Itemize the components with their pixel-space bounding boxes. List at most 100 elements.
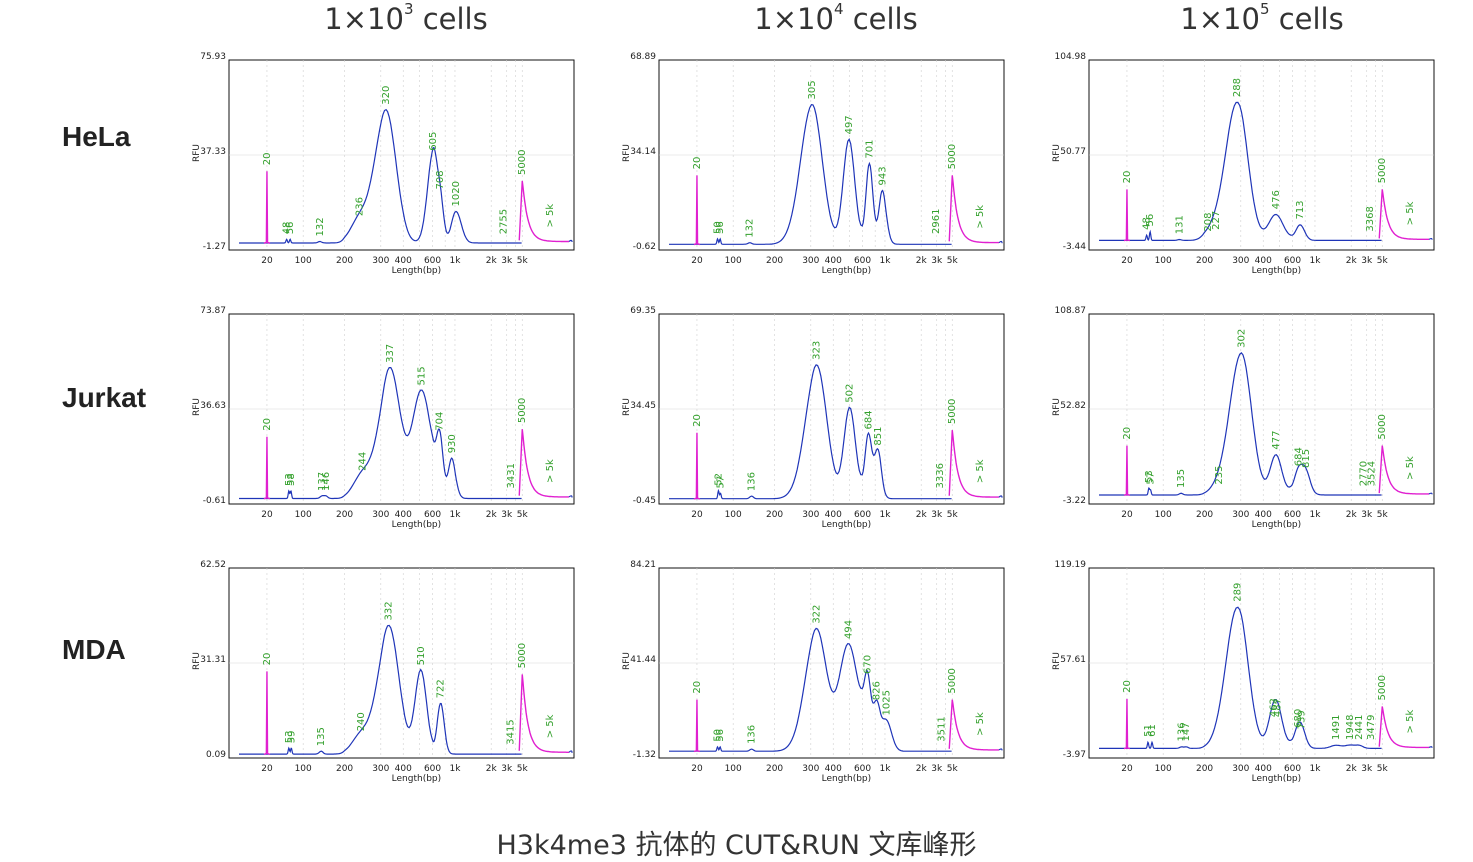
- peak-label: 684: [1293, 447, 1304, 466]
- x-tick-label: 5k: [947, 510, 959, 520]
- y-tick-label: 69.35: [630, 306, 656, 316]
- peak-label: 56: [1145, 214, 1156, 227]
- x-tick-label: 200: [766, 764, 783, 774]
- lower-marker-peak: [693, 175, 701, 246]
- y-tick-label: -1.27: [203, 242, 226, 252]
- x-tick-label: 600: [424, 764, 441, 774]
- x-tick-label: 400: [395, 256, 412, 266]
- peak-label: 136: [1177, 722, 1188, 741]
- x-tick-label: 200: [336, 256, 353, 266]
- x-tick-label: 20: [1121, 510, 1133, 520]
- x-tick-label: 5k: [1377, 764, 1389, 774]
- peak-label: 739: [1297, 710, 1308, 729]
- peak-label: 2441: [1354, 714, 1365, 739]
- x-tick-label: 20: [261, 510, 273, 520]
- x-tick-label: 300: [372, 256, 389, 266]
- x-tick-label: 2k: [486, 256, 498, 266]
- lower-marker-peak: [693, 432, 701, 500]
- peak-label: 132: [745, 219, 756, 238]
- peak-label: 135: [316, 727, 327, 746]
- x-tick-label: 1k: [1309, 510, 1321, 520]
- x-tick-label: 300: [802, 510, 819, 520]
- peak-label: 56: [715, 729, 726, 742]
- x-tick-label: 100: [295, 764, 312, 774]
- peak-label: > 5k: [975, 712, 986, 736]
- y-tick-label: 34.14: [630, 147, 656, 157]
- x-tick-label: 600: [1284, 764, 1301, 774]
- peak-label: > 5k: [975, 205, 986, 229]
- x-axis-title: Length(bp): [392, 520, 442, 530]
- x-tick-label: 2k: [916, 510, 928, 520]
- blue-trace-tail: [998, 748, 1003, 751]
- y-axis-title: RFU: [192, 144, 202, 162]
- x-tick-label: 5k: [1377, 256, 1389, 266]
- peak-label: > 5k: [1405, 456, 1416, 480]
- peak-label: 704: [435, 412, 446, 431]
- peak-label: 57: [1146, 472, 1157, 485]
- blue-trace-tail: [998, 240, 1003, 244]
- peak-label: 61: [1147, 724, 1158, 737]
- column-header-unit: cells: [843, 2, 918, 36]
- peak-label: 2961: [931, 208, 942, 233]
- peak-label: 48: [282, 222, 293, 235]
- x-axis-title: Length(bp): [1252, 774, 1302, 784]
- y-tick-label: 31.31: [200, 655, 226, 665]
- peak-label: 943: [877, 166, 888, 185]
- lower-marker-peak: [263, 671, 271, 756]
- blue-trace: [669, 364, 952, 500]
- x-tick-label: 2k: [486, 510, 498, 520]
- peak-label: 147: [1181, 722, 1192, 741]
- blue-trace: [1099, 352, 1382, 496]
- x-tick-label: 2k: [916, 764, 928, 774]
- peak-label: 53: [284, 473, 295, 486]
- peak-label: > 5k: [975, 459, 986, 483]
- peak-label: 3524: [1367, 461, 1378, 486]
- y-axis-title: RFU: [1052, 652, 1062, 670]
- peak-label: 52: [713, 473, 724, 486]
- peak-label: 701: [864, 140, 875, 159]
- y-tick-label: 73.87: [200, 306, 226, 316]
- x-tick-label: 1k: [449, 256, 461, 266]
- y-axis-title: RFU: [622, 144, 632, 162]
- x-tick-label: 1k: [879, 510, 891, 520]
- blue-trace-tail: [1428, 237, 1433, 240]
- peak-label: 235: [1214, 466, 1225, 485]
- y-tick-label: 68.89: [630, 52, 656, 62]
- column-header-unit: cells: [1269, 2, 1344, 36]
- x-axis-title: Length(bp): [822, 774, 872, 784]
- y-axis-title: RFU: [192, 652, 202, 670]
- peak-label: 502: [845, 384, 856, 403]
- peak-label: 53: [284, 731, 295, 744]
- y-tick-label: 52.82: [1060, 401, 1086, 411]
- peak-label: 708: [435, 170, 446, 189]
- y-tick-label: 34.45: [630, 401, 656, 411]
- x-tick-label: 600: [854, 256, 871, 266]
- x-tick-label: 20: [261, 764, 273, 774]
- peak-label: > 5k: [1405, 710, 1416, 734]
- x-tick-label: 100: [1155, 256, 1172, 266]
- x-tick-label: 300: [372, 764, 389, 774]
- upper-marker-peak: [1378, 445, 1430, 495]
- y-axis-title: RFU: [1052, 398, 1062, 416]
- x-tick-label: 200: [766, 256, 783, 266]
- peak-label: 51: [1143, 724, 1154, 737]
- x-tick-label: 300: [1232, 510, 1249, 520]
- peak-label: 20: [1122, 427, 1133, 440]
- upper-marker-peak: [518, 674, 569, 753]
- x-tick-label: 100: [1155, 764, 1172, 774]
- blue-trace: [239, 624, 522, 755]
- x-tick-label: 400: [825, 256, 842, 266]
- peak-label: 3479: [1366, 714, 1377, 739]
- blue-trace: [669, 104, 952, 245]
- peak-label: 20: [262, 153, 273, 166]
- peak-label: 2770: [1359, 461, 1370, 486]
- x-tick-label: 20: [261, 256, 273, 266]
- peak-label: 2755: [498, 209, 509, 234]
- lower-marker-peak: [1123, 698, 1131, 750]
- y-tick-label: 84.21: [630, 560, 656, 570]
- x-tick-label: 5k: [947, 256, 959, 266]
- x-tick-label: 5k: [517, 510, 529, 520]
- blue-trace: [1099, 101, 1382, 241]
- x-tick-label: 20: [1121, 764, 1133, 774]
